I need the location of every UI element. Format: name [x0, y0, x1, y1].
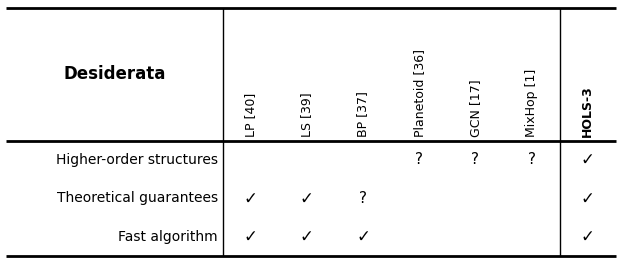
Text: ✓: ✓: [300, 189, 314, 208]
Text: Planetoid [36]: Planetoid [36]: [412, 49, 425, 137]
Text: ✓: ✓: [300, 228, 314, 246]
Text: GCN [17]: GCN [17]: [469, 79, 482, 137]
Text: Fast algorithm: Fast algorithm: [118, 230, 218, 244]
Text: Desiderata: Desiderata: [63, 65, 165, 83]
Text: ✓: ✓: [581, 151, 595, 169]
Text: ✓: ✓: [581, 189, 595, 208]
Text: ?: ?: [471, 152, 480, 167]
Text: ✓: ✓: [244, 228, 258, 246]
Text: LP [40]: LP [40]: [244, 92, 258, 137]
Text: MixHop [1]: MixHop [1]: [525, 68, 538, 137]
Text: ?: ?: [415, 152, 423, 167]
Text: ✓: ✓: [244, 189, 258, 208]
Text: HOLS-3: HOLS-3: [581, 85, 594, 137]
Text: BP [37]: BP [37]: [356, 91, 369, 137]
Text: ✓: ✓: [356, 228, 370, 246]
Text: Theoretical guarantees: Theoretical guarantees: [57, 191, 218, 205]
Text: ✓: ✓: [581, 228, 595, 246]
Text: Higher-order structures: Higher-order structures: [55, 153, 218, 167]
Text: LS [39]: LS [39]: [300, 92, 313, 137]
Text: ?: ?: [527, 152, 536, 167]
Text: ?: ?: [359, 191, 367, 206]
